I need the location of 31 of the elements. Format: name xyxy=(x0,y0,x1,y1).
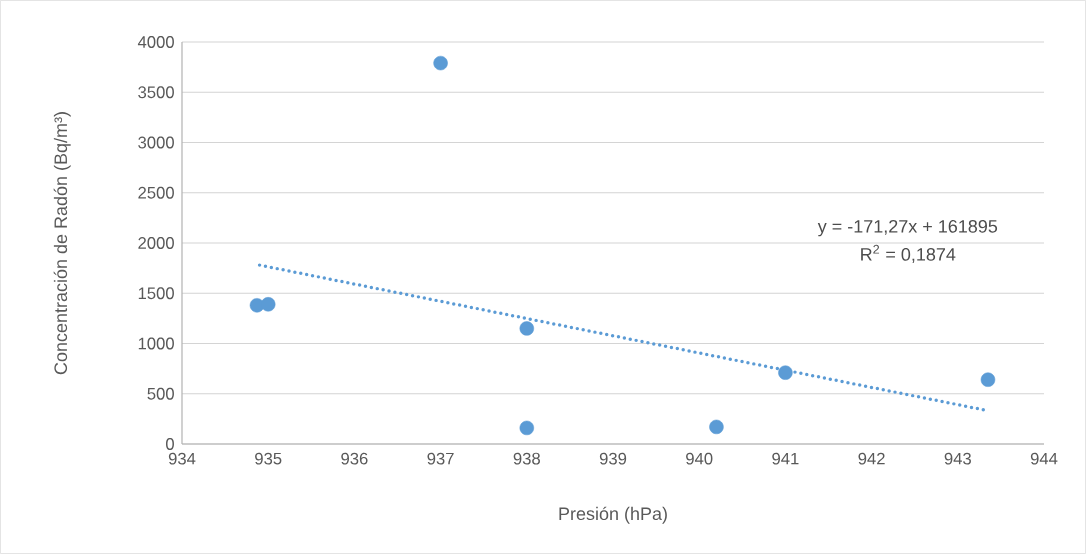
y-axis-title: Concentración de Radón (Bq/m³) xyxy=(53,112,71,375)
x-tick-label: 942 xyxy=(858,452,885,465)
point xyxy=(709,419,724,435)
point xyxy=(519,420,535,436)
y-tick-label: 500 xyxy=(147,387,174,400)
point xyxy=(519,321,535,336)
x-tick-label: 944 xyxy=(1030,452,1058,465)
x-tick-label: 940 xyxy=(686,452,713,465)
x-tick-label: 943 xyxy=(944,452,971,465)
y-tick-label: 3000 xyxy=(138,136,174,149)
x-axis-title: Presión (hPa) xyxy=(559,506,667,524)
annotation: y = -171,27x + 161895 xyxy=(817,219,998,237)
point xyxy=(980,372,996,387)
point xyxy=(433,55,448,71)
y-tick-label: 4000 xyxy=(137,36,174,48)
y-tick-label: 2500 xyxy=(138,186,174,199)
point xyxy=(778,365,793,380)
y-tick-label: 1000 xyxy=(138,337,174,350)
x-tick-label: 937 xyxy=(427,452,454,465)
y-tick-label: 2000 xyxy=(138,237,174,249)
y-tick-label: 1500 xyxy=(138,287,174,300)
x-tick-label: 941 xyxy=(772,452,799,465)
point xyxy=(261,297,276,312)
x-tick-label: 936 xyxy=(341,452,368,465)
x-tick-label: 938 xyxy=(513,452,540,465)
x-tick-label: 934 xyxy=(168,452,196,465)
y-tick-label: 3500 xyxy=(138,86,174,99)
x-tick-label: 935 xyxy=(255,452,282,465)
x-tick-label: 939 xyxy=(599,452,627,465)
y-tick-label: 0 xyxy=(166,438,174,450)
annotation: R$^{2}$ = 0,1874 xyxy=(861,244,956,263)
